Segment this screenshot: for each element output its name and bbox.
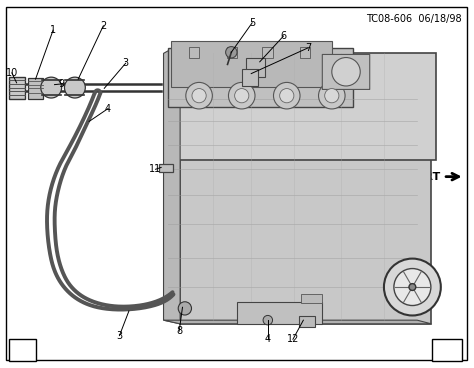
Circle shape — [41, 77, 62, 98]
Text: 4: 4 — [265, 334, 271, 344]
Text: wd: wd — [16, 346, 29, 354]
Bar — [227, 47, 237, 58]
Circle shape — [226, 47, 237, 58]
Text: 8: 8 — [176, 326, 182, 336]
Circle shape — [228, 82, 255, 109]
Bar — [28, 78, 43, 99]
Circle shape — [280, 89, 294, 103]
Bar — [171, 41, 332, 87]
Text: 3: 3 — [123, 58, 128, 68]
FancyBboxPatch shape — [322, 54, 370, 89]
Circle shape — [273, 82, 300, 109]
Circle shape — [384, 259, 441, 315]
Bar — [166, 53, 436, 160]
Bar — [9, 339, 36, 361]
Bar — [300, 47, 310, 58]
Circle shape — [235, 89, 249, 103]
Text: TC08-606  06/18/98: TC08-606 06/18/98 — [366, 14, 462, 24]
Text: 5: 5 — [249, 18, 255, 28]
Polygon shape — [164, 320, 431, 324]
Bar — [237, 302, 322, 324]
Bar — [242, 69, 258, 86]
Text: 3: 3 — [117, 330, 122, 341]
Circle shape — [178, 302, 191, 315]
Bar — [299, 316, 315, 327]
Circle shape — [263, 315, 273, 325]
Circle shape — [319, 82, 345, 109]
Bar — [168, 48, 353, 107]
Bar — [180, 155, 431, 324]
Circle shape — [394, 269, 431, 305]
Text: 2: 2 — [100, 21, 107, 31]
Circle shape — [325, 89, 339, 103]
Text: 1: 1 — [50, 25, 56, 35]
Polygon shape — [164, 44, 180, 324]
Text: 4: 4 — [105, 103, 111, 114]
Text: 7: 7 — [305, 43, 311, 53]
Bar — [159, 164, 173, 172]
Text: 10: 10 — [6, 68, 18, 78]
Bar — [432, 339, 462, 361]
Circle shape — [332, 57, 360, 86]
Bar — [189, 47, 199, 58]
Bar — [435, 342, 445, 348]
Bar — [301, 294, 322, 303]
Bar — [262, 47, 273, 58]
Bar — [9, 77, 25, 99]
Text: 12: 12 — [287, 334, 299, 344]
Circle shape — [186, 82, 212, 109]
Circle shape — [192, 89, 206, 103]
Text: 11: 11 — [149, 164, 162, 174]
Text: 6: 6 — [281, 31, 286, 41]
Circle shape — [409, 284, 416, 290]
Circle shape — [64, 77, 85, 98]
Text: 9: 9 — [59, 79, 64, 89]
Bar — [246, 58, 265, 77]
Text: FRT: FRT — [417, 171, 440, 182]
